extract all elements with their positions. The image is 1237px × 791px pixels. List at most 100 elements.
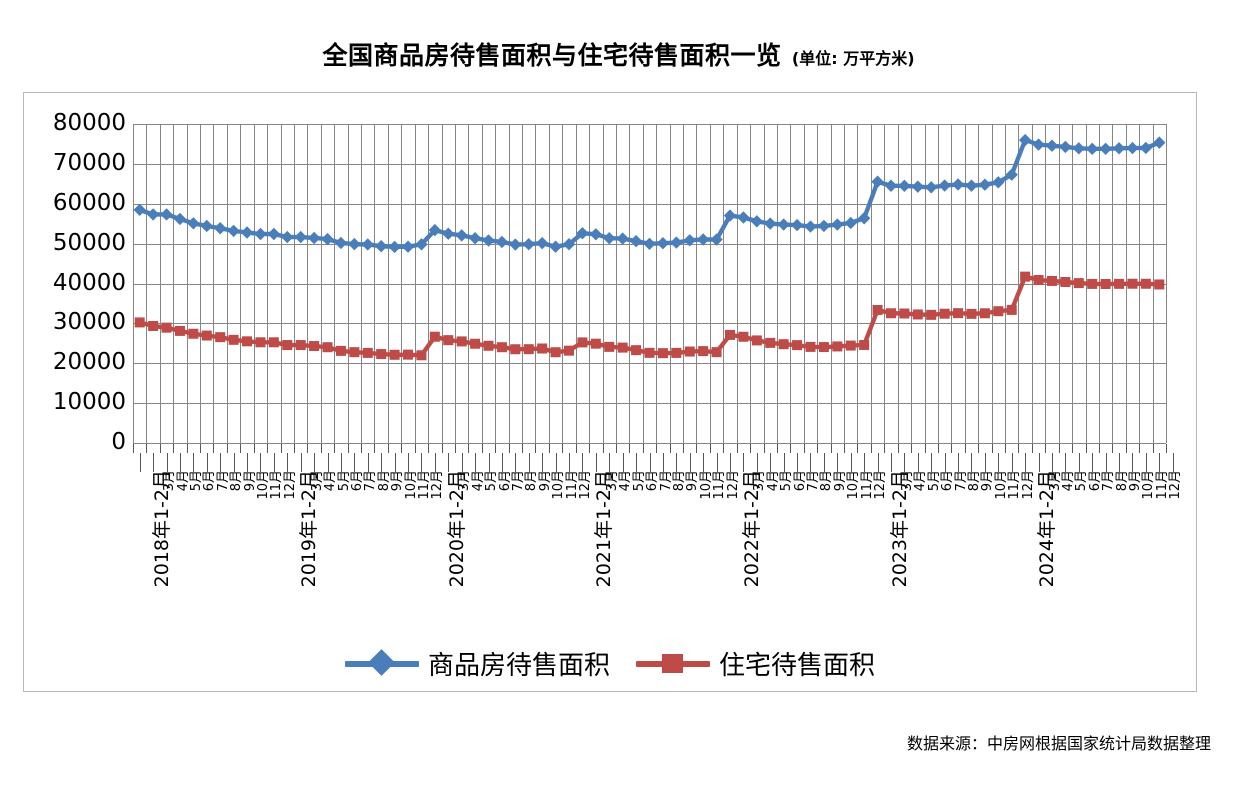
x-tick-mark — [737, 444, 738, 453]
x-tick-mark — [1166, 444, 1167, 453]
x-tick-mark-minor — [234, 453, 235, 472]
data-point-marker — [535, 236, 549, 250]
data-point-marker — [1018, 133, 1032, 147]
data-point-marker — [589, 228, 603, 241]
x-tick-mark-minor — [529, 453, 530, 472]
x-tick-mark-minor — [717, 453, 718, 472]
legend-item-residential[interactable]: 住宅待售面积 — [636, 645, 875, 682]
data-source-note: 数据来源：中房网根据国家统计局数据整理 — [906, 734, 1211, 753]
y-tick-label: 60000 — [52, 189, 126, 216]
x-tick-mark-minor — [435, 453, 436, 472]
data-point-marker — [603, 231, 616, 245]
data-point-marker — [764, 217, 777, 230]
chart-legend: 商品房待售面积 住宅待售面积 — [23, 645, 1197, 682]
data-point-marker — [750, 215, 764, 228]
x-tick-mark-minor — [408, 453, 409, 472]
x-tick-mark — [1072, 444, 1073, 453]
x-tick-mark — [133, 444, 134, 453]
data-point-marker — [470, 338, 481, 349]
data-point-marker — [951, 178, 965, 191]
data-point-marker — [926, 309, 937, 320]
x-tick-mark — [401, 444, 402, 453]
data-point-marker — [631, 345, 642, 356]
data-point-marker — [361, 238, 374, 251]
x-tick-mark — [1005, 444, 1006, 453]
grid-line-vertical — [294, 124, 295, 443]
data-point-marker — [562, 238, 576, 251]
data-point-marker — [899, 308, 910, 319]
plot-area — [133, 124, 1167, 444]
x-tick-mark — [683, 444, 684, 453]
data-point-marker — [267, 227, 281, 241]
data-point-marker — [1153, 136, 1166, 149]
x-tick-mark-minor — [757, 453, 758, 472]
x-tick-mark-minor — [1012, 453, 1013, 472]
x-tick-mark-minor — [502, 453, 503, 472]
x-tick-mark-minor — [287, 453, 288, 472]
data-point-marker — [629, 234, 643, 248]
data-point-marker — [1139, 141, 1153, 155]
data-point-marker — [443, 335, 454, 346]
y-tick-label: 40000 — [52, 269, 126, 296]
x-tick-mark-minor — [1132, 453, 1133, 472]
x-tick-mark-minor — [824, 453, 825, 472]
grid-line-vertical — [790, 124, 791, 443]
x-tick-mark — [938, 444, 939, 453]
x-tick-mark — [549, 444, 550, 453]
data-point-marker — [765, 337, 776, 348]
data-point-marker — [549, 240, 562, 253]
x-tick-mark — [442, 444, 443, 453]
x-tick-mark-minor — [542, 453, 543, 472]
x-tick-mark-minor — [636, 453, 637, 472]
data-point-marker — [832, 341, 843, 352]
data-point-marker — [643, 237, 656, 250]
x-tick-mark — [951, 444, 952, 453]
x-tick-mark — [696, 444, 697, 453]
data-point-marker — [523, 344, 534, 355]
grid-line-vertical — [898, 124, 899, 443]
data-point-marker — [911, 180, 925, 193]
x-tick-mark — [871, 444, 872, 453]
data-point-marker — [146, 208, 160, 221]
square-marker-icon — [636, 653, 710, 675]
x-tick-mark-minor — [193, 453, 194, 472]
x-tick-mark-minor — [274, 453, 275, 472]
grid-line-vertical — [938, 124, 939, 443]
data-point-marker — [804, 220, 817, 233]
grid-line-vertical — [307, 124, 308, 443]
y-tick-label: 80000 — [52, 110, 126, 136]
data-point-marker — [537, 343, 548, 354]
x-tick-mark-minor — [1052, 453, 1053, 472]
legend-item-commodity[interactable]: 商品房待售面积 — [344, 645, 610, 682]
x-tick-mark-minor — [810, 453, 811, 472]
data-point-marker — [1005, 168, 1018, 181]
data-point-marker — [684, 346, 695, 357]
grid-line-vertical — [348, 124, 349, 443]
grid-line-vertical — [428, 124, 429, 443]
grid-line-vertical — [133, 124, 134, 443]
data-point-marker — [509, 238, 522, 251]
data-point-marker — [550, 347, 561, 358]
x-tick-mark — [884, 444, 885, 453]
x-tick-mark-minor — [582, 453, 583, 472]
data-point-marker — [818, 342, 829, 353]
grid-line-vertical — [549, 124, 550, 443]
data-point-marker — [657, 348, 668, 359]
x-tick-mark-minor — [448, 453, 449, 472]
grid-line-vertical — [254, 124, 255, 443]
data-point-marker — [1126, 141, 1139, 155]
x-tick-mark — [307, 444, 308, 453]
data-point-marker — [656, 237, 670, 250]
grid-line-vertical — [643, 124, 644, 443]
x-tick-mark — [911, 444, 912, 453]
x-tick-mark-minor — [140, 453, 141, 472]
x-tick-mark — [374, 444, 375, 453]
x-tick-mark-minor — [381, 453, 382, 472]
grid-line-vertical — [723, 124, 724, 443]
x-tick-mark-minor — [891, 453, 892, 472]
data-point-marker — [483, 340, 494, 351]
data-point-marker — [1033, 275, 1044, 286]
data-point-marker — [482, 234, 495, 247]
data-point-marker — [240, 226, 254, 239]
data-point-marker — [938, 179, 951, 192]
